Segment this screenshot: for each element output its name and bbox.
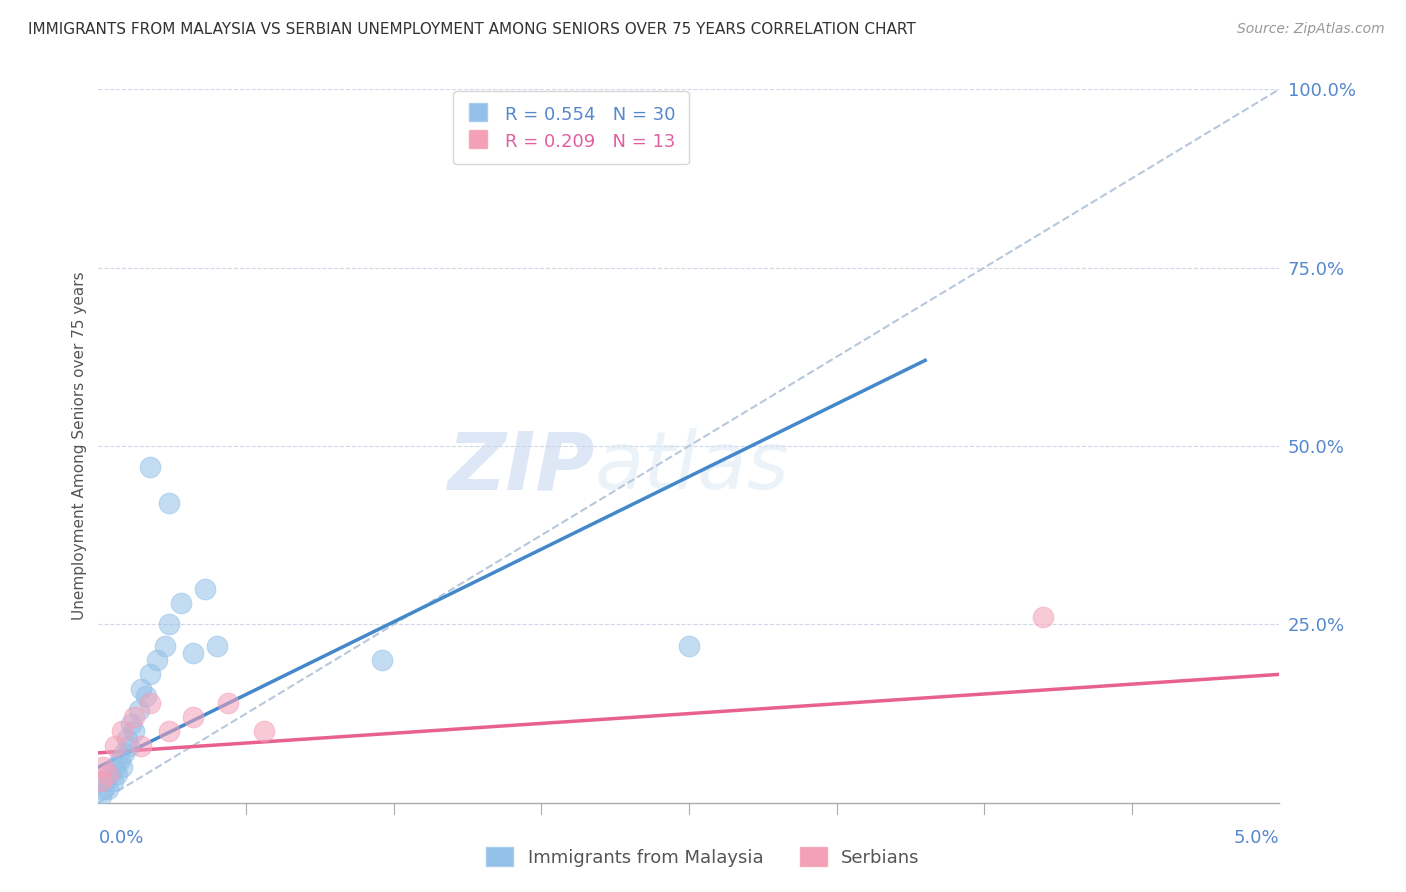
Point	[129, 739, 152, 753]
Point	[371, 653, 394, 667]
Legend: Immigrants from Malaysia, Serbians: Immigrants from Malaysia, Serbians	[479, 840, 927, 874]
Point	[111, 760, 134, 774]
Point	[101, 774, 124, 789]
Point	[181, 646, 204, 660]
Point	[139, 696, 162, 710]
Point	[678, 639, 700, 653]
Text: ZIP: ZIP	[447, 428, 595, 507]
Point	[194, 582, 217, 596]
Point	[91, 760, 114, 774]
Point	[98, 767, 121, 781]
Point	[97, 781, 120, 796]
Point	[129, 681, 152, 696]
Point	[139, 667, 162, 681]
Point	[90, 789, 112, 803]
Point	[122, 724, 145, 739]
Text: 5.0%: 5.0%	[1234, 829, 1279, 847]
Point	[104, 760, 127, 774]
Point	[146, 653, 169, 667]
Point	[112, 746, 135, 760]
Point	[157, 724, 180, 739]
Point	[105, 767, 128, 781]
Point	[128, 703, 150, 717]
Point	[108, 753, 131, 767]
Point	[118, 739, 141, 753]
Point	[111, 724, 134, 739]
Point	[217, 696, 239, 710]
Point	[170, 596, 193, 610]
Point	[122, 710, 145, 724]
Point	[115, 731, 138, 746]
Text: Source: ZipAtlas.com: Source: ZipAtlas.com	[1237, 22, 1385, 37]
Y-axis label: Unemployment Among Seniors over 75 years: Unemployment Among Seniors over 75 years	[72, 272, 87, 620]
Text: atlas: atlas	[595, 428, 789, 507]
Point	[135, 689, 157, 703]
Point	[253, 724, 276, 739]
Point	[121, 717, 143, 731]
Point	[97, 767, 120, 781]
Point	[153, 639, 176, 653]
Point	[94, 774, 117, 789]
Point	[157, 617, 180, 632]
Point	[181, 710, 204, 724]
Point	[139, 460, 162, 475]
Point	[157, 496, 180, 510]
Point	[91, 781, 114, 796]
Text: IMMIGRANTS FROM MALAYSIA VS SERBIAN UNEMPLOYMENT AMONG SENIORS OVER 75 YEARS COR: IMMIGRANTS FROM MALAYSIA VS SERBIAN UNEM…	[28, 22, 915, 37]
Point	[90, 774, 112, 789]
Point	[1032, 610, 1054, 624]
Point	[205, 639, 228, 653]
Legend: R = 0.554   N = 30, R = 0.209   N = 13: R = 0.554 N = 30, R = 0.209 N = 13	[453, 91, 689, 164]
Point	[104, 739, 127, 753]
Text: 0.0%: 0.0%	[98, 829, 143, 847]
